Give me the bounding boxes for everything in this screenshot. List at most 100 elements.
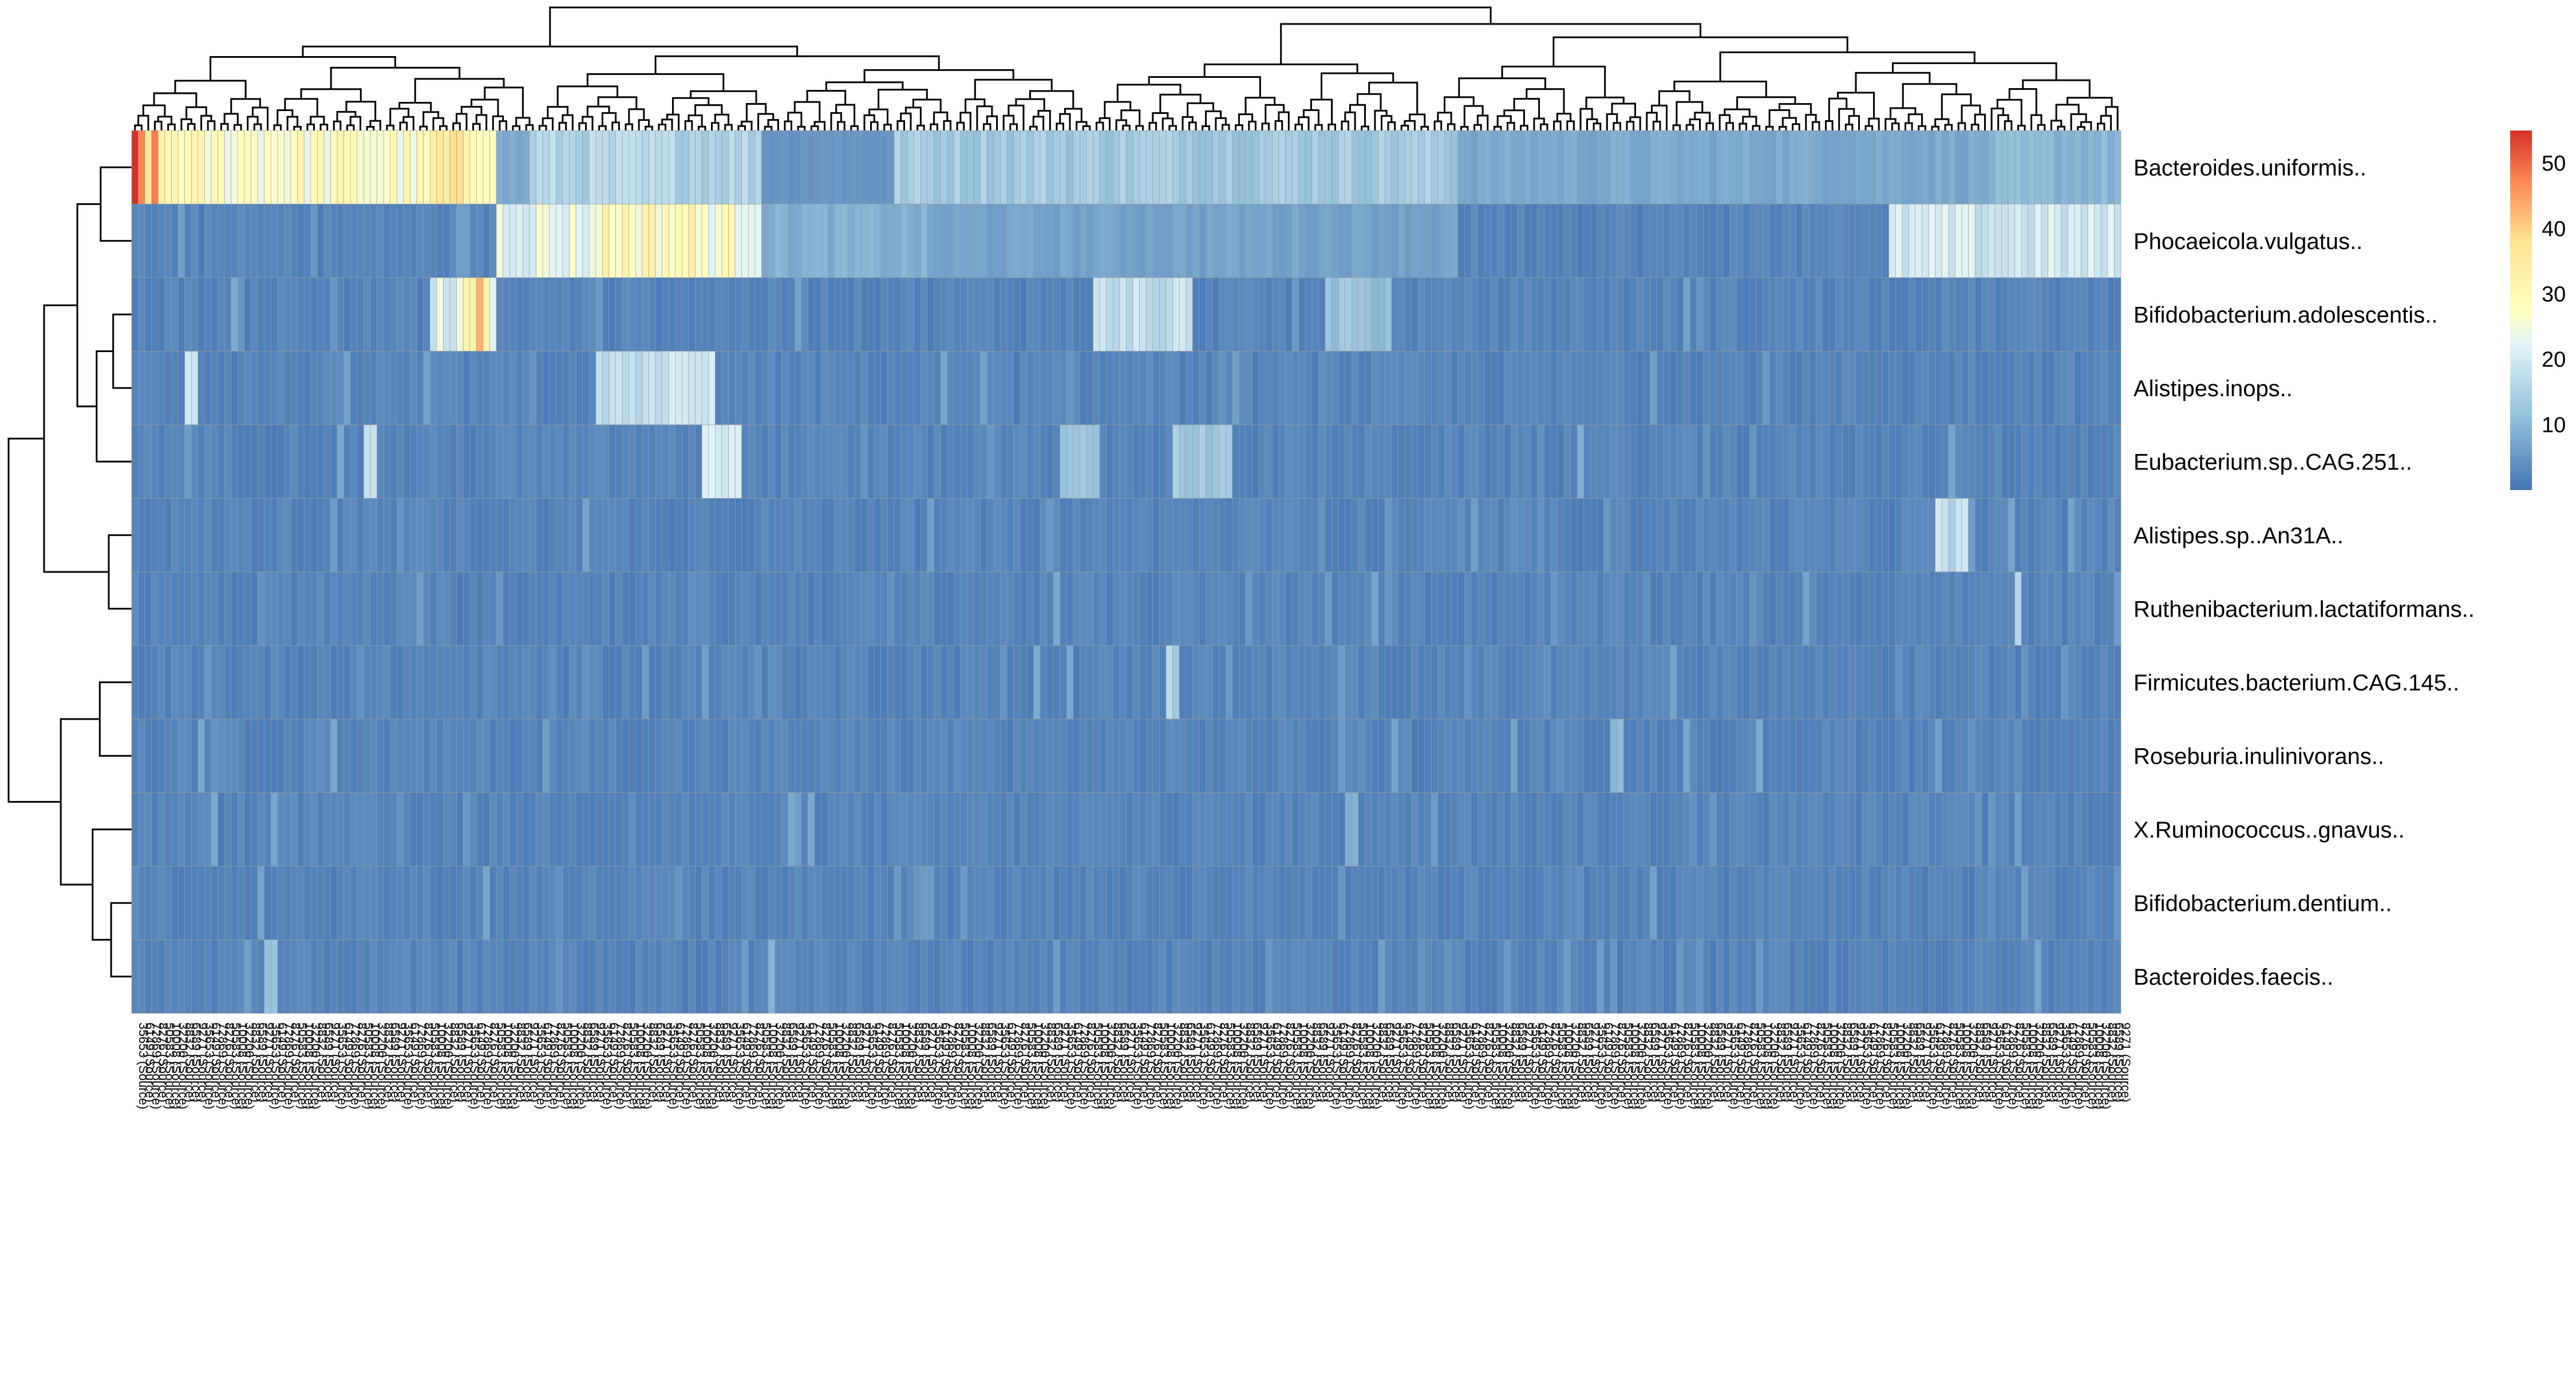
heatmap-cell	[1132, 424, 1140, 499]
heatmap-cell	[1033, 351, 1041, 425]
heatmap-cell	[449, 792, 457, 867]
heatmap-cell	[357, 498, 364, 572]
heatmap-cell	[734, 866, 742, 940]
heatmap-cell	[1577, 498, 1585, 572]
heatmap-cell	[1265, 130, 1273, 204]
heatmap-cell	[1272, 571, 1279, 646]
dendrogram-branch	[654, 55, 940, 74]
heatmap-cell	[1802, 424, 1809, 499]
heatmap-cell	[1577, 792, 1585, 867]
heatmap-cell	[980, 277, 987, 352]
column-label: 50583 (Source)	[1290, 1022, 1304, 1110]
heatmap-cell	[993, 277, 1001, 352]
heatmap-cell	[1550, 718, 1558, 793]
heatmap-cell	[609, 866, 616, 940]
heatmap-cell	[1935, 866, 1942, 940]
heatmap-cell	[1232, 792, 1239, 867]
heatmap-cell	[1656, 130, 1664, 204]
heatmap-cell	[1882, 351, 1889, 425]
heatmap-cell	[549, 498, 556, 572]
heatmap-cell	[1630, 645, 1637, 720]
dendrogram-branch	[134, 124, 143, 131]
column-label: 8276 (Source)	[1748, 1022, 1762, 1102]
heatmap-cell	[1743, 571, 1750, 646]
column-label: 50583 (Source)	[1887, 1022, 1901, 1110]
heatmap-cell	[2001, 645, 2009, 720]
heatmap-cell	[364, 277, 371, 352]
heatmap-cell	[330, 866, 338, 940]
heatmap-cell	[1457, 645, 1465, 720]
heatmap-cell	[1291, 718, 1299, 793]
heatmap-cell	[588, 130, 596, 204]
heatmap-cell	[1888, 718, 1896, 793]
heatmap-cell	[231, 130, 238, 204]
heatmap-cell	[1225, 351, 1233, 425]
heatmap-cell	[1278, 645, 1286, 720]
heatmap-cell	[582, 351, 590, 425]
heatmap-cell	[489, 277, 497, 352]
heatmap-cell	[1311, 645, 1319, 720]
heatmap-cell	[1835, 866, 1843, 940]
dendrogram-branch	[1997, 114, 2009, 131]
heatmap-cell	[1511, 351, 1518, 425]
heatmap-cell	[556, 645, 563, 720]
heatmap-cell	[197, 939, 205, 1014]
column-label: 32206 (Source)	[574, 1022, 588, 1110]
heatmap-cell	[423, 645, 430, 720]
heatmap-cell	[1417, 792, 1425, 867]
heatmap-cell	[1597, 204, 1604, 278]
heatmap-cell	[1637, 866, 1644, 940]
heatmap-cell	[410, 718, 417, 793]
heatmap-cell	[1451, 718, 1458, 793]
dendrogram-branch	[492, 115, 504, 131]
heatmap-cell	[1696, 866, 1704, 940]
heatmap-cell	[562, 718, 570, 793]
heatmap-cell	[1769, 571, 1776, 646]
dendrogram-branch	[386, 124, 394, 131]
heatmap-cell	[144, 939, 152, 1014]
heatmap-cell	[1763, 351, 1770, 425]
heatmap-cell	[171, 130, 179, 204]
heatmap-cell	[257, 792, 264, 867]
heatmap-cell	[1053, 424, 1060, 499]
dendrogram-branch	[1444, 96, 1475, 113]
heatmap-cell	[1617, 939, 1624, 1014]
heatmap-cell	[171, 498, 179, 572]
heatmap-cell	[1709, 645, 1717, 720]
heatmap-cell	[151, 571, 159, 646]
heatmap-cell	[1676, 718, 1684, 793]
heatmap-cell	[688, 424, 696, 499]
heatmap-cell	[1994, 498, 2002, 572]
heatmap-cell	[1113, 645, 1120, 720]
dendrogram-branch	[810, 125, 819, 131]
heatmap-cell	[436, 718, 444, 793]
heatmap-cell	[463, 424, 471, 499]
heatmap-cell	[1206, 939, 1213, 1014]
column-label: 8276 (Source)	[2013, 1022, 2027, 1102]
heatmap-cell	[218, 866, 225, 940]
heatmap-cell	[867, 939, 875, 1014]
heatmap-cell	[1915, 866, 1922, 940]
heatmap-cell	[357, 130, 364, 204]
heatmap-cell	[158, 645, 165, 720]
heatmap-cell	[1862, 939, 1870, 1014]
dendrogram-branch	[578, 122, 587, 131]
heatmap-cell	[2048, 718, 2055, 793]
heatmap-cell	[980, 718, 987, 793]
heatmap-cell	[1365, 645, 1372, 720]
heatmap-cell	[1782, 718, 1790, 793]
heatmap-cell	[224, 424, 232, 499]
heatmap-cell	[1159, 130, 1167, 204]
dendrogram-branch	[1944, 124, 1953, 131]
heatmap-cell	[1848, 351, 1856, 425]
heatmap-cell	[1206, 424, 1213, 499]
heatmap-cell	[748, 792, 756, 867]
heatmap-cell	[1974, 204, 1982, 278]
heatmap-cell	[1099, 204, 1107, 278]
heatmap-cell	[1199, 130, 1206, 204]
heatmap-cell	[1530, 351, 1538, 425]
heatmap-cell	[1451, 571, 1458, 646]
heatmap-cell	[370, 424, 377, 499]
dendrogram-branch	[787, 112, 803, 127]
